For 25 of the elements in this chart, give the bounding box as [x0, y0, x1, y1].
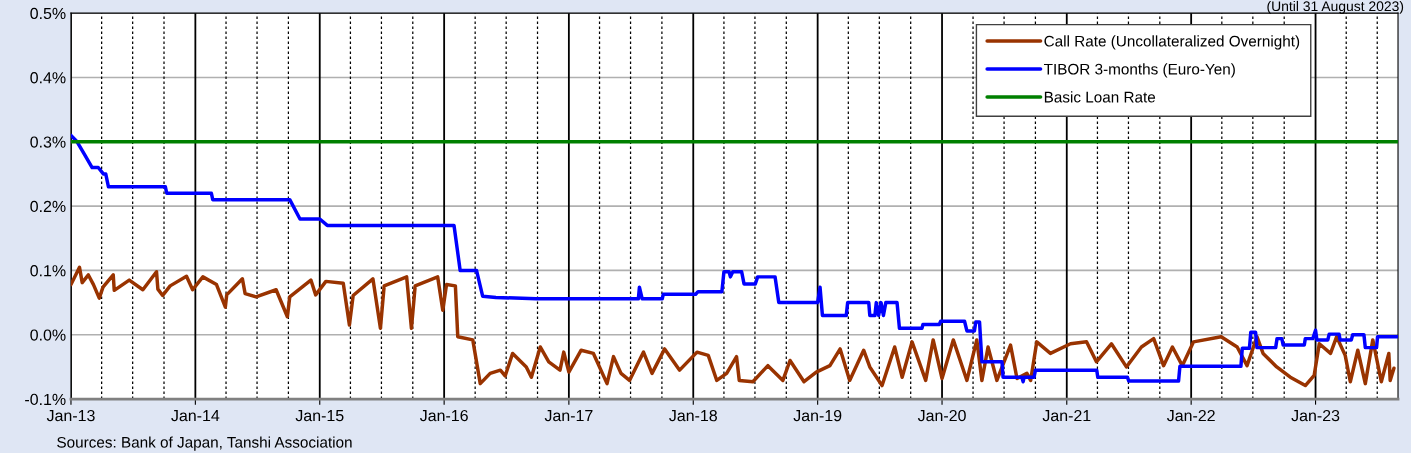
y-tick-label: -0.1%	[25, 393, 66, 406]
y-tick-label: 0.4%	[30, 72, 66, 84]
x-tick-label: Jan-15	[295, 410, 344, 422]
x-tick-label: Jan-22	[1166, 409, 1215, 422]
x-tick-label: Jan-16	[419, 409, 468, 422]
legend-label: Call Rate (Uncollateralized Overnight)	[1044, 35, 1300, 50]
y-tick-label: 0.5%	[30, 7, 66, 20]
x-tick-label: Jan-13	[46, 409, 95, 422]
y-tick-label: 0.3%	[30, 136, 66, 148]
legend-label: TIBOR 3-months (Euro-Yen)	[1043, 63, 1235, 78]
legend-label: Basic Loan Rate	[1044, 91, 1156, 103]
line-series	[70, 133, 1399, 384]
x-tick-label: Jan-20	[917, 409, 966, 422]
line-series	[70, 265, 1396, 388]
x-tick-label: Jan-23	[1291, 409, 1340, 422]
source-note: Sources: Bank of Japan, Tanshi Association	[57, 436, 352, 451]
x-tick-label: Jan-19	[793, 409, 842, 422]
x-tick-label: Jan-17	[544, 410, 593, 422]
x-tick-label: Jan-14	[171, 410, 220, 422]
y-tick-label: 0.2%	[30, 200, 66, 213]
y-tick-label: 0.1%	[30, 265, 66, 277]
x-tick-label: Jan-21	[1042, 409, 1091, 422]
y-tick-label: 0.0%	[30, 329, 66, 341]
x-tick-label: Jan-18	[669, 409, 717, 422]
annotation: (Until 31 August 2023)	[1267, 0, 1404, 14]
